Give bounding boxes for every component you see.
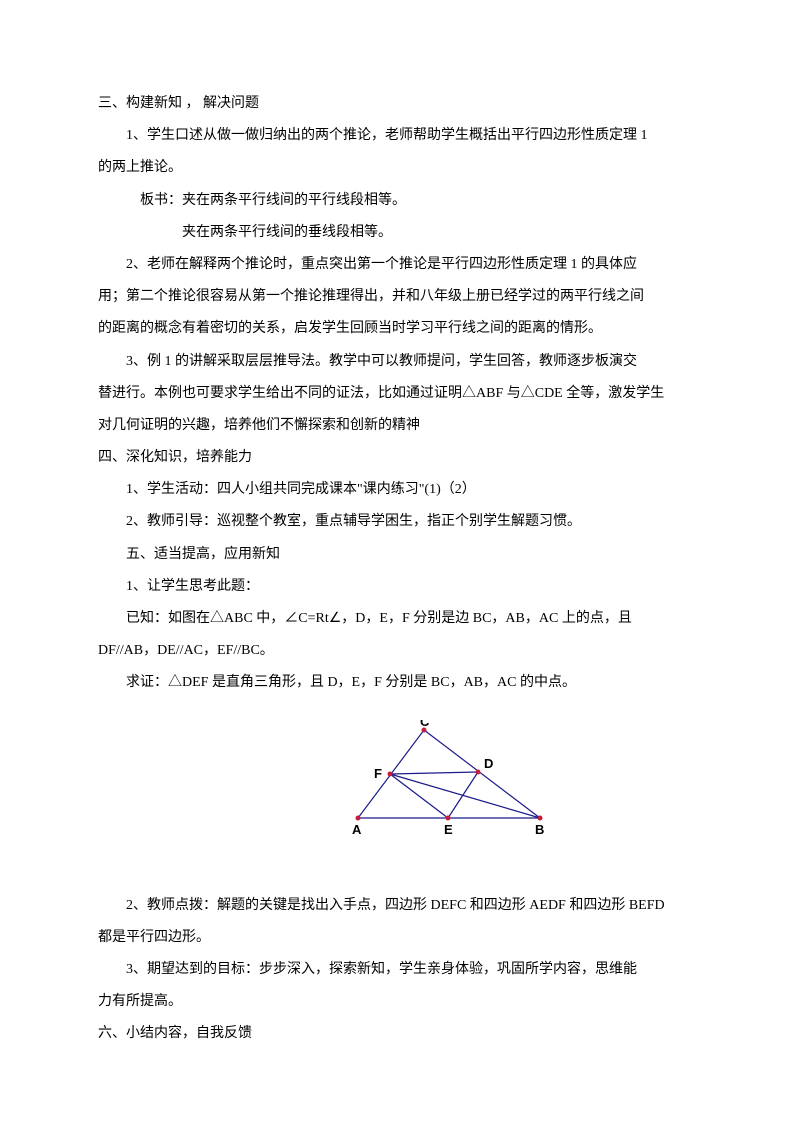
svg-text:A: A: [352, 822, 362, 837]
s5-p4b: 都是平行四边形。: [98, 922, 702, 954]
s3-p5b: 替进行。本例也可要求学生给出不同的证法，比如通过证明△ABF 与△CDE 全等，…: [98, 378, 702, 410]
section6-heading: 六、小结内容，自我反馈: [98, 1018, 702, 1050]
section3-heading: 三、构建新知 ， 解决问题: [98, 88, 702, 120]
s4-p1: 1、学生活动：四人小组共同完成课本"课内练习"(1)（2）: [98, 474, 702, 506]
s5-p3: 求证：△DEF 是直角三角形，且 D，E，F 分别是 BC，AB，AC 的中点。: [98, 667, 702, 699]
geometry-diagram: A B C D E F: [178, 720, 702, 840]
svg-text:F: F: [374, 766, 382, 781]
s5-p1: 1、让学生思考此题：: [98, 571, 702, 603]
section5-heading: 五、适当提高，应用新知: [98, 539, 702, 571]
s3-p5: 3、例 1 的讲解采取层层推导法。教学中可以教师提问，学生回答，教师逐步板演交: [98, 346, 702, 378]
triangle-diagram-svg: A B C D E F: [330, 720, 550, 840]
svg-text:C: C: [420, 720, 430, 729]
s3-p1b: 的两上推论。: [98, 152, 702, 184]
s5-p5b: 力有所提高。: [98, 986, 702, 1018]
s5-p5: 3、期望达到的目标：步步深入，探索新知，学生亲身体验，巩固所学内容，思维能: [98, 954, 702, 986]
section4-heading: 四、深化知识，培养能力: [98, 442, 702, 474]
s4-p2: 2、教师引导：巡视整个教室，重点辅导学困生，指正个别学生解题习惯。: [98, 506, 702, 538]
svg-text:B: B: [535, 822, 544, 837]
s3-p1: 1、学生口述从做一做归纳出的两个推论，老师帮助学生概括出平行四边形性质定理 1: [98, 120, 702, 152]
s3-p3: 夹在两条平行线间的垂线段相等。: [98, 217, 702, 249]
s5-p2b: DF//AB，DE//AC，EF//BC。: [98, 635, 702, 667]
s3-p4c: 的距离的概念有着密切的关系，启发学生回顾当时学习平行线之间的距离的情形。: [98, 313, 702, 345]
s5-p4: 2、教师点拨：解题的关键是找出入手点，四边形 DEFC 和四边形 AEDF 和四…: [98, 890, 702, 922]
s3-p4b: 用；第二个推论很容易从第一个推论推理得出，并和八年级上册已经学过的两平行线之间: [98, 281, 702, 313]
s3-p5c: 对几何证明的兴趣，培养他们不懈探索和创新的精神: [98, 410, 702, 442]
s3-p4: 2、老师在解释两个推论时，重点突出第一个推论是平行四边形性质定理 1 的具体应: [98, 249, 702, 281]
svg-text:D: D: [484, 756, 493, 771]
s3-p2: 板书：夹在两条平行线间的平行线段相等。: [98, 185, 702, 217]
svg-text:E: E: [444, 822, 453, 837]
s5-p2: 已知：如图在△ABC 中，∠C=Rt∠，D，E，F 分别是边 BC，AB，AC …: [98, 603, 702, 635]
